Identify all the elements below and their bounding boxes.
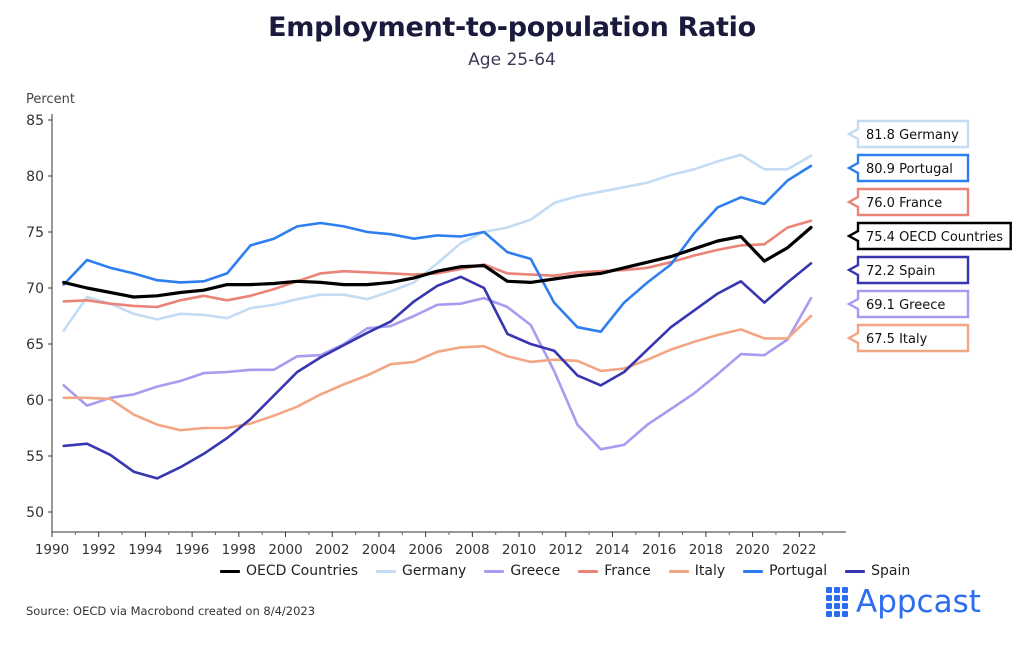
end-label-box — [846, 153, 970, 183]
legend-label: Italy — [694, 563, 726, 579]
end-label-text: 80.9 Portugal — [866, 162, 953, 177]
legend-swatch — [845, 569, 866, 573]
legend-item: Greece — [484, 563, 560, 579]
legend-label: Portugal — [769, 563, 828, 579]
series-line-germany — [62, 153, 813, 332]
y-tick-label: 55 — [26, 449, 44, 465]
appcast-logo-icon — [826, 587, 848, 617]
y-tick-label: 50 — [26, 505, 44, 521]
x-tick-label: 1992 — [82, 542, 116, 558]
legend-swatch — [578, 569, 599, 573]
legend-label: Greece — [510, 563, 561, 579]
chart-subtitle: Age 25-64 — [468, 50, 556, 70]
x-tick-label: 1996 — [175, 542, 209, 558]
series-line-italy — [62, 314, 813, 432]
end-label-text: 76.0 France — [866, 196, 942, 211]
end-label-box — [846, 255, 970, 285]
series-line-france — [62, 219, 813, 309]
y-tick-label: 60 — [26, 393, 44, 409]
legend-swatch — [376, 569, 396, 573]
legend-swatch — [484, 569, 505, 573]
end-label-box — [846, 289, 970, 319]
x-tick-label: 2008 — [455, 542, 489, 558]
x-tick-label: 2016 — [642, 542, 676, 558]
x-tick-label: 2018 — [689, 542, 723, 558]
y-axis-label: Percent — [26, 92, 75, 107]
series-line-greece — [62, 296, 813, 451]
x-tick-label: 2010 — [502, 542, 536, 558]
end-label-box — [846, 119, 970, 149]
y-tick-label: 75 — [26, 225, 44, 241]
x-tick-label: 1994 — [128, 542, 162, 558]
end-label-text: 75.4 OECD Countries — [866, 230, 1003, 245]
x-tick-label: 2022 — [782, 542, 816, 558]
x-tick-label: 1998 — [222, 542, 256, 558]
series-line-portugal — [62, 164, 813, 334]
legend-swatch — [668, 569, 689, 573]
end-label-box — [846, 221, 1012, 251]
legend-item: Germany — [376, 563, 466, 579]
y-tick-label: 65 — [26, 337, 44, 353]
series-line-oecd-countries — [62, 225, 813, 299]
end-label-text: 81.8 Germany — [866, 128, 959, 143]
x-tick-label: 2020 — [735, 542, 769, 558]
legend-item: OECD Countries — [220, 563, 358, 579]
legend-item: Spain — [845, 563, 910, 579]
end-label-box — [846, 187, 970, 217]
legend-label: Germany — [402, 563, 467, 579]
legend-item: France — [578, 563, 651, 579]
x-tick-label: 1990 — [35, 542, 69, 558]
x-tick-label: 2000 — [268, 542, 302, 558]
brand-logo: Appcast — [826, 584, 981, 620]
legend-swatch — [743, 569, 764, 573]
legend-swatch — [220, 569, 240, 573]
y-tick-label: 70 — [26, 281, 44, 297]
end-label-text: 67.5 Italy — [866, 332, 928, 347]
chart-canvas: Percent 50 55 60 65 70 75 80 85 1990 1992 1994 1996 1… — [26, 92, 1012, 558]
x-tick-label: 2012 — [549, 542, 583, 558]
chart-legend: OECD Countries Germany Greece France Italy Po… — [220, 563, 910, 579]
end-label-text: 72.2 Spain — [866, 264, 935, 279]
source-note: Source: OECD via Macrobond created on 8/… — [26, 604, 316, 618]
chart-title: Employment-to-population Ratio — [268, 12, 756, 43]
y-tick-label: 80 — [26, 169, 44, 185]
legend-label: France — [604, 563, 651, 579]
x-tick-label: 2004 — [362, 542, 396, 558]
brand-name: Appcast — [856, 584, 981, 620]
legend-label: Spain — [871, 563, 911, 579]
series-line-spain — [62, 262, 813, 480]
legend-label: OECD Countries — [246, 563, 358, 579]
x-tick-label: 2002 — [315, 542, 349, 558]
end-label-text: 69.1 Greece — [866, 298, 945, 313]
legend-item: Portugal — [743, 563, 827, 579]
end-label-box — [846, 323, 970, 353]
x-tick-label: 2014 — [595, 542, 629, 558]
x-tick-label: 2006 — [408, 542, 442, 558]
legend-item: Italy — [668, 563, 726, 579]
y-tick-label: 85 — [26, 113, 44, 129]
